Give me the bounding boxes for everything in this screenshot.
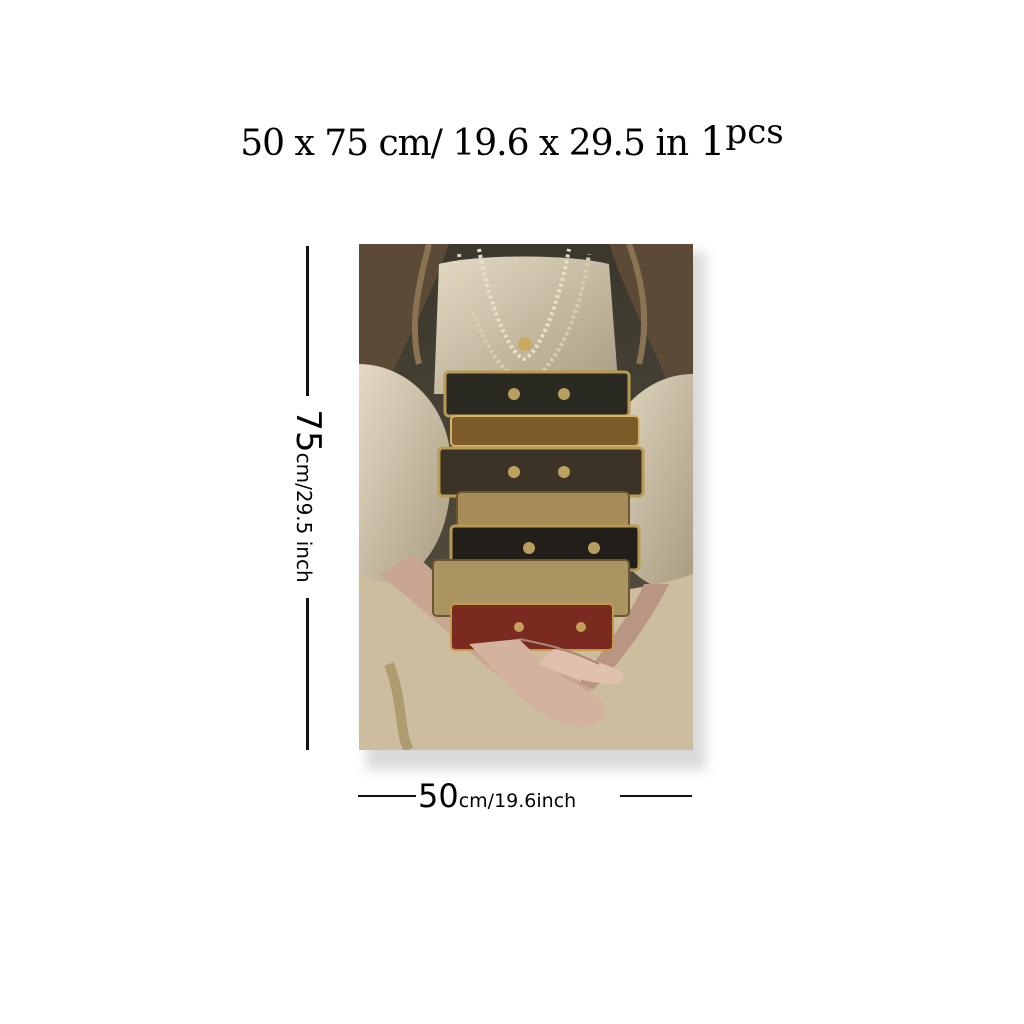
canvas-print-artwork xyxy=(359,244,693,750)
width-dimension-label: 50cm/19.6inch xyxy=(418,780,576,812)
width-unit: cm/19.6inch xyxy=(458,790,577,812)
height-dimension-label: 75cm/29.5 inch xyxy=(288,409,328,583)
height-unit: cm/29.5 inch xyxy=(292,452,316,583)
width-dimension-line-left xyxy=(358,795,416,797)
product-size-headline: 50 x 75 cm/ 19.6 x 29.5 in 1pcs xyxy=(0,115,1024,165)
height-dimension-line-bottom xyxy=(306,598,309,750)
size-text: 50 x 75 cm/ 19.6 x 29.5 in xyxy=(240,123,689,164)
height-dimension-line-top xyxy=(306,246,309,396)
width-dimension-line-right xyxy=(620,795,692,797)
quantity-unit: pcs xyxy=(725,112,784,152)
height-value: 75 xyxy=(288,409,328,453)
quantity-number: 1 xyxy=(700,119,726,165)
books-painting-icon xyxy=(359,244,693,750)
width-value: 50 xyxy=(418,777,459,815)
